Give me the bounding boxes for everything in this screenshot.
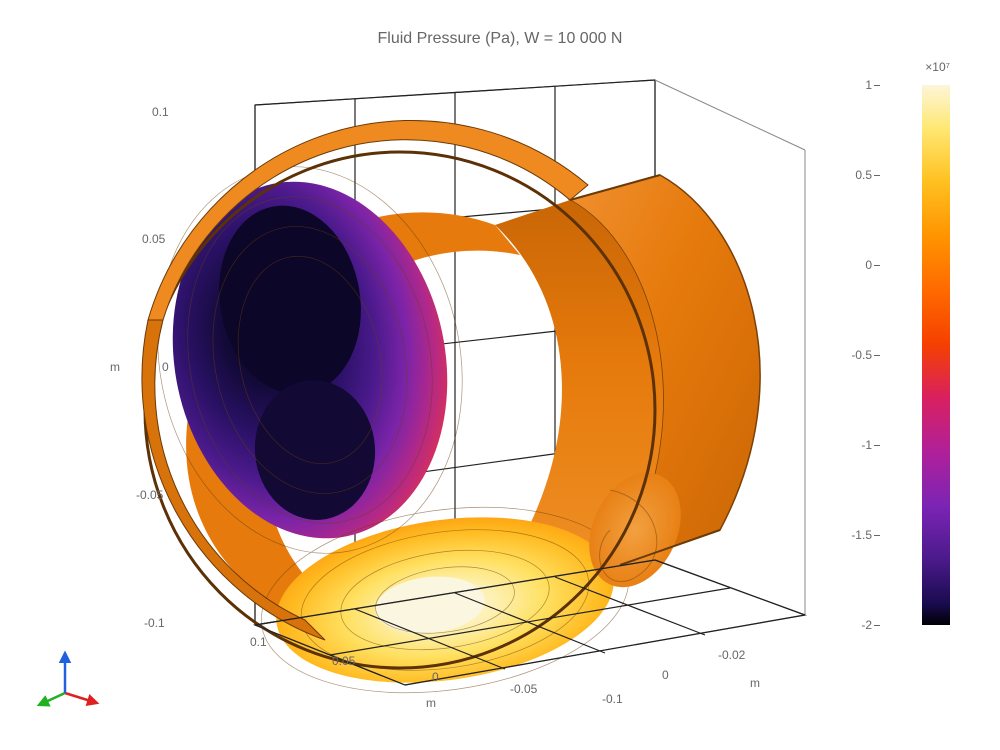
orientation-triad xyxy=(35,645,105,715)
cb-tick-n1: -1 xyxy=(842,438,872,452)
colorbar-gradient xyxy=(922,85,950,625)
cb-tick-n05: -0.5 xyxy=(842,348,872,362)
x-tick-2: 0 xyxy=(432,670,439,684)
x-axis-unit: m xyxy=(426,696,436,710)
y-axis-unit: m xyxy=(750,676,760,690)
z-tick-1: 0.05 xyxy=(142,232,165,246)
cb-tick-05: 0.5 xyxy=(842,168,872,182)
colorbar-exponent: ×10⁷ xyxy=(925,60,950,74)
z-tick-4: -0.1 xyxy=(144,616,165,630)
z-tick-2: 0 xyxy=(162,360,169,374)
z-tick-3: -0.05 xyxy=(136,488,163,502)
cb-tick-1: 1 xyxy=(842,78,872,92)
plot-3d-area: 0.1 0.05 0 -0.05 -0.1 m 0.1 0.05 0 -0.05… xyxy=(100,60,820,700)
y-tick-0: 0 xyxy=(662,668,669,682)
z-tick-0: 0.1 xyxy=(152,105,169,119)
y-tick-1: -0.02 xyxy=(718,648,745,662)
colorbar: ×10⁷ 1 0.5 0 -0.5 -1 -1.5 -2 xyxy=(880,85,950,625)
bearing-surface xyxy=(123,120,760,700)
x-tick-3: -0.05 xyxy=(510,682,537,696)
x-tick-0: 0.1 xyxy=(250,635,267,649)
cb-tick-0: 0 xyxy=(842,258,872,272)
triad-y-icon xyxy=(39,693,65,705)
cb-tick-n15: -1.5 xyxy=(842,528,872,542)
x-tick-4: -0.1 xyxy=(602,692,623,706)
x-tick-1: 0.05 xyxy=(332,654,355,668)
triad-x-icon xyxy=(65,693,97,703)
plot-title: Fluid Pressure (Pa), W = 10 000 N xyxy=(0,30,1000,48)
z-axis-unit: m xyxy=(110,360,120,374)
plot-svg xyxy=(100,60,820,700)
cb-tick-n2: -2 xyxy=(842,618,872,632)
